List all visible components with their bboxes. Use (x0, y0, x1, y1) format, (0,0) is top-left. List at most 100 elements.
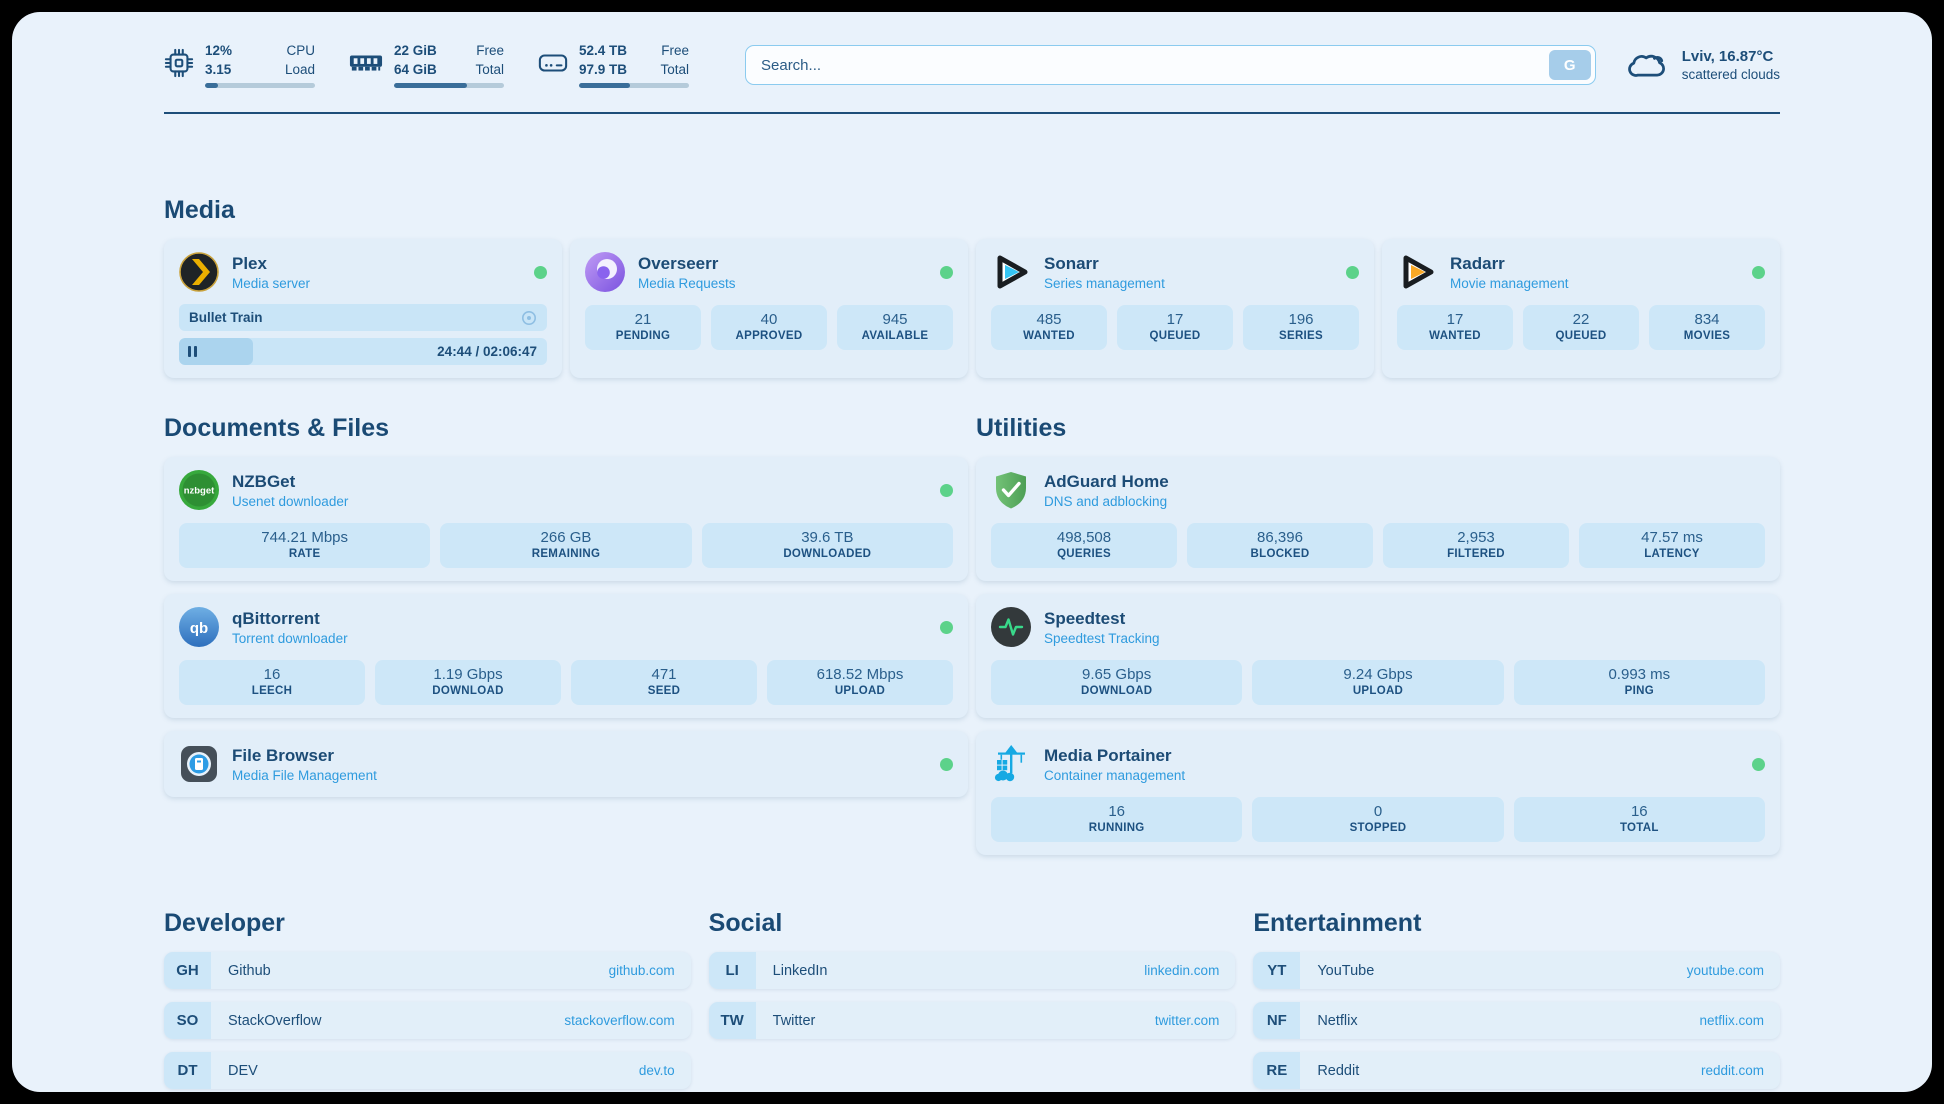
service-card-filebrowser[interactable]: File Browser Media File Management (164, 731, 968, 797)
bookmark-stackoverflow[interactable]: SO StackOverflow stackoverflow.com (164, 1002, 691, 1039)
disc-icon (522, 310, 536, 325)
cpu-widget: 12% 3.15 CPU Load (164, 42, 315, 88)
disk-widget: 52.4 TB 97.9 TB Free Total (538, 42, 689, 88)
memory-widget: 22 GiB 64 GiB Free Total (349, 42, 504, 88)
stat-box: 22 QUEUED (1523, 305, 1639, 350)
cloud-icon (1627, 54, 1665, 77)
disk-free-value: 52.4 TB (579, 43, 628, 59)
service-subtitle: Media File Management (232, 767, 377, 783)
filebrowser-icon (179, 744, 219, 784)
bookmark-reddit[interactable]: RE Reddit reddit.com (1253, 1052, 1780, 1089)
top-bar: 12% 3.15 CPU Load 22 GiB 64 GiB (164, 41, 1780, 89)
stat-box: 0.993 ms PING (1513, 660, 1765, 705)
status-dot (1346, 265, 1359, 279)
service-card-overseerr[interactable]: Overseerr Media Requests 21 PENDING 40 APP… (570, 239, 968, 378)
bookmark-twitter[interactable]: TW Twitter twitter.com (708, 1002, 1236, 1039)
search-bar: G (745, 45, 1596, 85)
bookmark-name: Reddit (1317, 1062, 1360, 1079)
stat-box: 39.6 TB DOWNLOADED (701, 523, 953, 568)
bookmark-url: github.com (608, 963, 675, 978)
service-name: Overseerr (638, 253, 719, 273)
service-name: File Browser (232, 745, 335, 765)
service-card-nzbget[interactable]: nzbget NZBGet Usenet downloader 744.21 M… (164, 457, 968, 581)
stat-box: 498,508 QUERIES (991, 523, 1177, 568)
bookmark-abbr: RE (1253, 1052, 1301, 1089)
playback-time: 24:44 / 02:06:47 (437, 344, 537, 359)
status-dot (940, 483, 953, 497)
memory-free-value: 22 GiB (394, 43, 437, 59)
bookmark-abbr: SO (164, 1002, 211, 1039)
playback-progress-bar[interactable]: 24:44 / 02:06:47 (179, 338, 547, 365)
pause-icon[interactable] (188, 346, 197, 357)
status-dot (940, 620, 953, 634)
status-dot (1752, 757, 1765, 771)
stat-box: 86,396 BLOCKED (1187, 523, 1373, 568)
service-subtitle: Container management (1044, 767, 1186, 783)
weather-location: Lviv, 16.87°C (1681, 48, 1774, 65)
bookmark-url: stackoverflow.com (564, 1013, 675, 1028)
service-card-radarr[interactable]: Radarr Movie management 17 WANTED 22 QUEUE… (1382, 239, 1780, 378)
cpu-usage-value: 12% (205, 43, 233, 59)
stat-box: 2,953 FILTERED (1383, 523, 1569, 568)
stat-box: 16 RUNNING (991, 797, 1243, 842)
stat-box: 1.19 Gbps DOWNLOAD (375, 660, 561, 705)
service-card-adguard[interactable]: AdGuard Home DNS and adblocking 498,508 Q… (976, 457, 1780, 581)
status-dot (534, 265, 547, 279)
bookmark-url: reddit.com (1700, 1063, 1764, 1078)
service-subtitle: DNS and adblocking (1044, 493, 1168, 509)
section-title-developer: Developer (164, 909, 285, 937)
qbittorrent-icon: qb (179, 607, 219, 647)
bookmark-abbr: TW (708, 1002, 756, 1039)
bookmark-abbr: NF (1253, 1002, 1301, 1039)
bookmark-abbr: LI (708, 952, 756, 989)
load-label: Load (284, 61, 315, 77)
now-playing-bar: Bullet Train (179, 304, 547, 331)
plex-icon (179, 252, 219, 292)
search-input[interactable] (746, 46, 1595, 84)
service-subtitle: Usenet downloader (232, 493, 349, 509)
bookmark-name: LinkedIn (772, 962, 828, 979)
bookmark-name: StackOverflow (228, 1012, 322, 1029)
disk-progress-bar (579, 82, 689, 88)
bookmark-dev[interactable]: DT DEV dev.to (164, 1052, 691, 1089)
service-card-qbittorrent[interactable]: qb qBittorrent Torrent downloader 16 LEEC… (164, 594, 968, 718)
service-name: NZBGet (232, 471, 296, 491)
memory-free-label: Free (476, 43, 504, 59)
bookmark-url: twitter.com (1154, 1013, 1220, 1028)
bookmark-linkedin[interactable]: LI LinkedIn linkedin.com (708, 952, 1236, 989)
bookmark-url: netflix.com (1699, 1013, 1764, 1028)
bookmark-url: dev.to (638, 1063, 675, 1078)
bookmark-name: Github (228, 962, 271, 979)
stat-box: 945 AVAILABLE (837, 305, 953, 350)
stat-box: 16 LEECH (179, 660, 365, 705)
cpu-load-value: 3.15 (205, 61, 232, 77)
bookmark-youtube[interactable]: YT YouTube youtube.com (1253, 952, 1780, 989)
bookmark-netflix[interactable]: NF Netflix netflix.com (1253, 1002, 1780, 1039)
stat-box: 0 STOPPED (1252, 797, 1504, 842)
weather-widget[interactable]: Lviv, 16.87°C scattered clouds (1626, 48, 1780, 82)
stat-box: 17 WANTED (1397, 305, 1513, 350)
service-card-speedtest[interactable]: Speedtest Speedtest Tracking 9.65 Gbps DO… (976, 594, 1780, 718)
stat-box: 9.65 Gbps DOWNLOAD (991, 660, 1243, 705)
service-card-plex[interactable]: Plex Media server Bullet Train 24:44 / (164, 239, 562, 378)
bookmark-github[interactable]: GH Github github.com (164, 952, 691, 989)
cpu-label: CPU (286, 43, 315, 59)
dashboard-page: 12% 3.15 CPU Load 22 GiB 64 GiB (12, 12, 1932, 1092)
weather-condition: scattered clouds (1681, 67, 1780, 82)
bookmark-abbr: GH (164, 952, 211, 989)
sonarr-icon (991, 252, 1031, 292)
topbar-divider (164, 112, 1780, 114)
stat-box: 40 APPROVED (711, 305, 827, 350)
service-name: Plex (232, 253, 267, 273)
service-subtitle: Movie management (1450, 275, 1569, 291)
service-card-sonarr[interactable]: Sonarr Series management 485 WANTED 17 QUE… (976, 239, 1374, 378)
bookmark-name: YouTube (1317, 962, 1375, 979)
search-provider-button[interactable]: G (1548, 50, 1591, 80)
service-card-portainer[interactable]: Media Portainer Container management 16 R… (976, 731, 1780, 855)
service-subtitle: Media Requests (638, 275, 736, 291)
stat-box: 16 TOTAL (1513, 797, 1765, 842)
status-dot (940, 757, 953, 771)
svg-text:qb: qb (190, 620, 208, 637)
stat-box: 485 WANTED (991, 305, 1107, 350)
section-title-documents: Documents & Files (164, 414, 390, 442)
